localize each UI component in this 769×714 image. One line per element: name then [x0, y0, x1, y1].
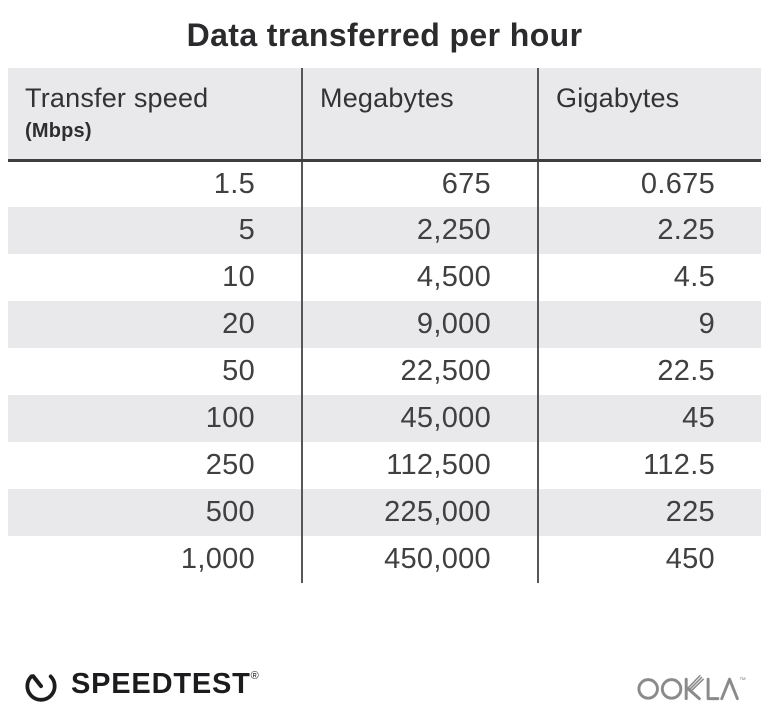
ookla-wordmark-icon: ™ [637, 674, 746, 701]
cell-gigabytes: 4.5 [537, 254, 761, 301]
page-title: Data transferred per hour [186, 17, 583, 53]
cell-gigabytes: 45 [537, 395, 761, 442]
data-table: Transfer speed (Mbps) Megabytes Gigabyte… [8, 68, 761, 583]
cell-speed: 1.5 [213, 167, 255, 200]
col-header-transfer-speed: Transfer speed (Mbps) [8, 68, 302, 162]
table-row: 1.5 675 0.675 [8, 160, 761, 207]
table-row: 100 45,000 45 [8, 395, 761, 442]
cell-gigabytes: 9 [537, 301, 761, 348]
col-header-megabytes: Megabytes [301, 68, 538, 162]
cell-speed: 500 [8, 489, 302, 536]
cell-gigabytes: 22.5 [537, 348, 761, 395]
cell-megabytes: 45,000 [301, 395, 538, 442]
speedtest-trademark: ® [250, 669, 260, 682]
table-row: 50 22,500 22.5 [8, 348, 761, 395]
cell-speed: 250 [205, 449, 255, 481]
speedtest-logo: SPEEDTEST® [21, 664, 260, 704]
cell-gigabytes: 0.675 [537, 160, 761, 207]
cell-gigabytes: 225 [537, 489, 761, 536]
speedtest-wordmark: SPEEDTEST® [71, 667, 260, 700]
cell-megabytes: 2,250 [301, 207, 538, 254]
cell-megabytes: 450,000 [301, 536, 538, 583]
table-row: 250 112,500 112.5 [8, 442, 761, 489]
cell-speed: 10 [222, 261, 255, 293]
speedtest-gauge-icon [25, 674, 57, 702]
col-header-label: Transfer speed [25, 83, 209, 113]
col-header-unit: (Mbps) [25, 120, 92, 142]
cell-gigabytes: 2.25 [537, 207, 761, 254]
cell-speed: 50 [222, 355, 255, 387]
table-row: 20 9,000 9 [8, 301, 761, 348]
table-row: 500 225,000 225 [8, 489, 761, 536]
cell-megabytes: 4,500 [301, 254, 538, 301]
col-header-label: Megabytes [320, 83, 454, 113]
cell-megabytes: 9,000 [301, 301, 538, 348]
col-header-label: Gigabytes [556, 83, 680, 113]
col-header-gigabytes: Gigabytes [537, 68, 761, 162]
table-row: 1,000 450,000 450 [8, 536, 761, 583]
ookla-trademark: ™ [739, 677, 746, 684]
cell-gigabytes: 112.5 [537, 442, 761, 489]
footer: SPEEDTEST® ™ [21, 664, 751, 704]
cell-megabytes: 22,500 [301, 348, 538, 395]
table-row: 5 2,250 2.25 [8, 207, 761, 254]
cell-speed: 100 [8, 395, 302, 442]
cell-megabytes: 225,000 [301, 489, 538, 536]
cell-speed: 5 [8, 207, 302, 254]
table-row: 10 4,500 4.5 [8, 254, 761, 301]
cell-speed: 20 [8, 301, 302, 348]
cell-speed: 1,000 [180, 543, 255, 575]
cell-megabytes: 112,500 [301, 442, 538, 489]
cell-gigabytes: 450 [537, 536, 761, 583]
cell-megabytes: 675 [301, 160, 538, 207]
header-row: Transfer speed (Mbps) Megabytes Gigabyte… [8, 68, 761, 162]
